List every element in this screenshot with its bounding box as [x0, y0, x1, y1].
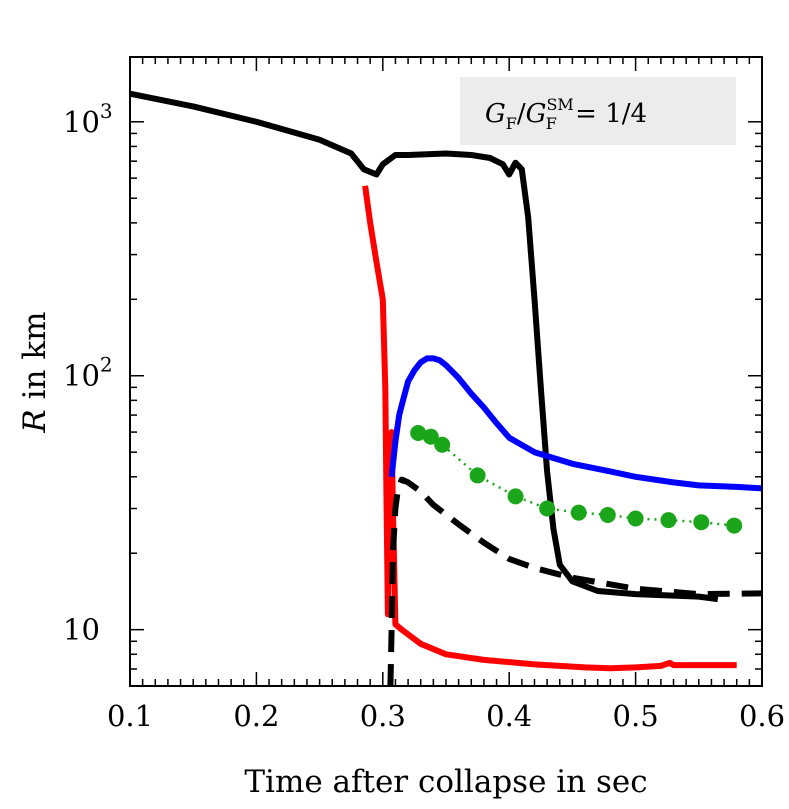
y-tick-label: 10 [63, 613, 100, 647]
series-4-marker [434, 436, 451, 453]
x-axis-title: Time after collapse in sec [244, 764, 647, 800]
plot-frame [129, 56, 763, 687]
y-axis-title-unit: in km [17, 311, 53, 409]
series-0-line [129, 90, 719, 603]
series-4-marker [570, 504, 587, 521]
series-4-marker [726, 517, 743, 534]
series-4-marker [627, 510, 644, 527]
series-4-marker [507, 488, 524, 505]
x-tick-label: 0.3 [360, 699, 406, 733]
series-2-line [388, 355, 763, 492]
x-tick-label: 0.5 [613, 699, 659, 733]
annotation-box: GF/GSM F = 1/4 [460, 77, 736, 145]
series-1-line [362, 185, 737, 672]
annotation-text: GF/GSM F = 1/4 [485, 95, 647, 133]
x-tick-label: 0.2 [233, 699, 279, 733]
series-3-line [387, 476, 763, 687]
y-axis-title: R in km [17, 311, 53, 433]
annotation-g2: G [526, 99, 547, 129]
data-series [129, 90, 763, 687]
x-tick-label: 0.4 [486, 699, 532, 733]
annotation-sup: SM [546, 95, 573, 114]
series-4-marker [599, 506, 616, 523]
annotation-background [460, 77, 736, 145]
series-4-marker [693, 514, 710, 531]
annotation-sub-f: F [506, 114, 517, 133]
series-4-marker [410, 424, 427, 441]
annotation-slash: / [517, 99, 526, 129]
series-4-marker [422, 428, 439, 445]
series-4-marker [660, 512, 677, 529]
y-tick-label: 102 [63, 353, 113, 393]
x-tick-label: 0.6 [739, 699, 785, 733]
series-4-marker [539, 500, 556, 517]
y-tick-label: 103 [63, 99, 113, 139]
series-4-marker [469, 467, 486, 484]
x-tick-label: 0.1 [107, 699, 153, 733]
annotation-rhs: = 1/4 [567, 99, 647, 129]
annotation-sub-f2: F [546, 114, 557, 133]
ticks: 0.1 0.2 0.3 0.4 0.5 0.6 103 102 10 [63, 57, 785, 733]
y-axis-title-var: R [17, 409, 53, 433]
annotation-g: G [485, 99, 506, 129]
